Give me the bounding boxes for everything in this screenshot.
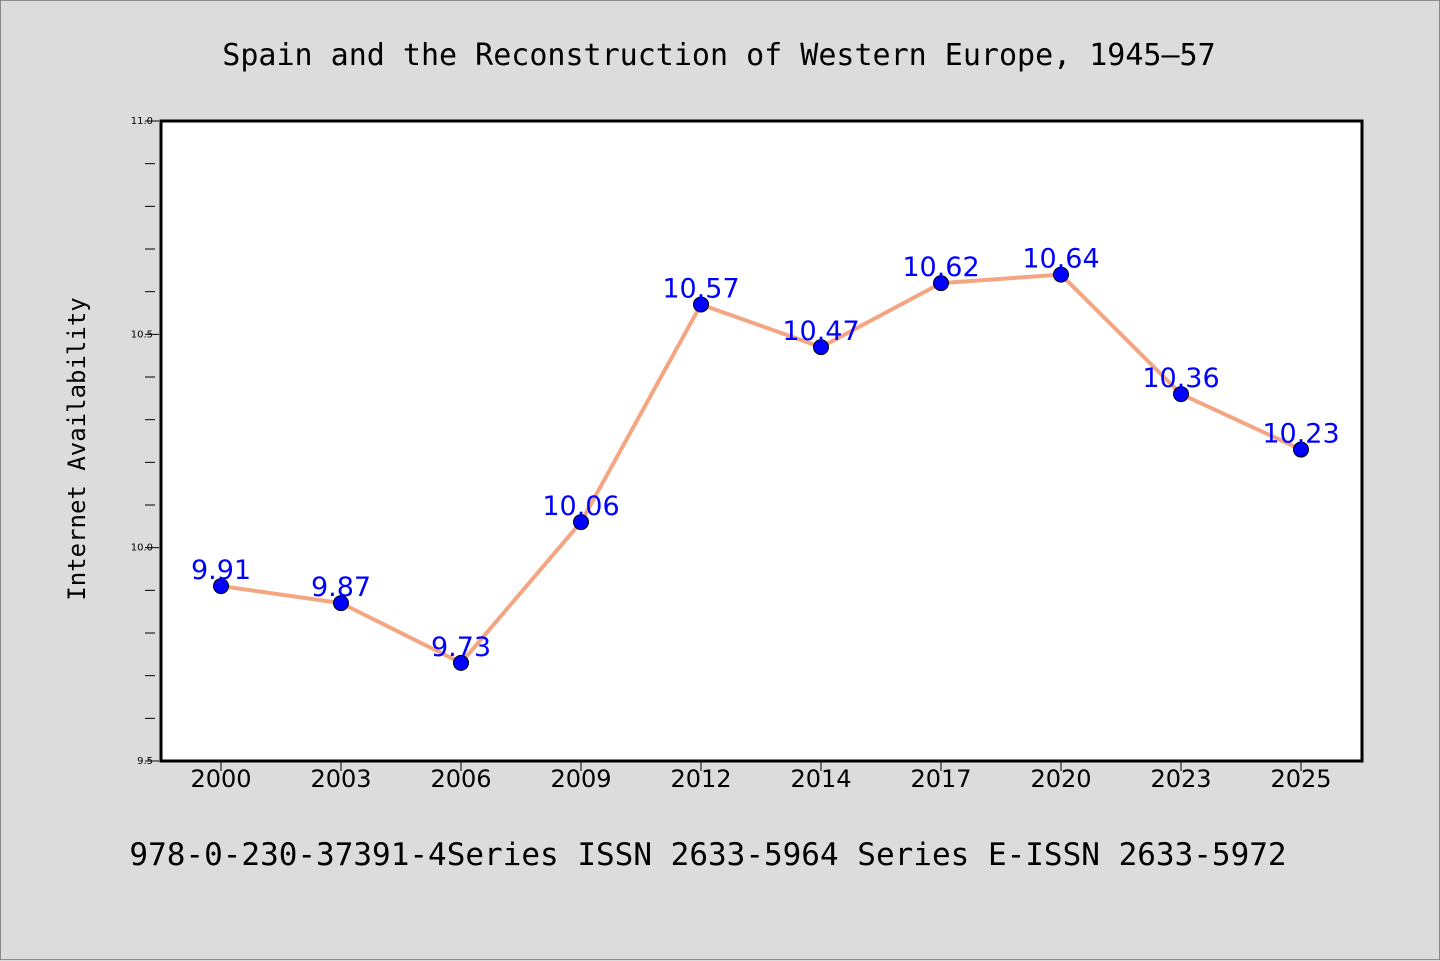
y-ticks: 9.5 10.0 10.5 11.0 [131,116,159,767]
data-point [333,595,349,612]
data-point [213,578,229,595]
x-tick-label: 2006 [430,765,491,793]
data-label: 9.87 [311,572,371,603]
data-label: 10.36 [1142,363,1219,394]
data-point [453,654,469,671]
data-label: 10.47 [782,316,859,347]
x-tick-label: 2003 [310,765,371,793]
data-point [693,296,709,313]
x-tick-label: 2023 [1150,765,1211,793]
data-point [1173,386,1189,403]
data-point [1293,441,1309,458]
series-line [220,272,1302,665]
plot-border [159,119,1364,763]
data-point [813,339,829,356]
data-label: 10.06 [542,491,619,522]
data-point [573,514,589,531]
x-tick-label: 2020 [1030,765,1091,793]
data-point [933,275,949,292]
data-label: 10.57 [662,273,739,304]
y-tick-label: 10.0 [131,543,153,554]
y-minor-ticks [145,163,155,719]
data-label: 9.91 [191,555,251,586]
chart-title: Spain and the Reconstruction of Western … [222,38,1215,73]
x-tick-label: 2017 [910,765,971,793]
x-tick-label: 2012 [670,765,731,793]
x-tick-label: 2009 [550,765,611,793]
y-tick-label: 11.0 [131,116,153,127]
data-label: 10.23 [1262,419,1339,450]
x-tick-label: 2014 [790,765,851,793]
plot-area [161,121,1362,761]
y-tick-label: 10.5 [131,329,153,340]
x-tick-label: 2025 [1270,765,1331,793]
data-label: 10.62 [902,252,979,283]
data-label: 9.73 [431,632,491,663]
x-tick-label: 2000 [190,765,251,793]
data-point [1053,266,1069,283]
y-axis-label: Internet Availability [63,297,91,600]
y-tick-label: 9.5 [137,756,153,767]
series-group: 9.91 9.87 9.73 10.06 10.57 10.47 10.62 10.64 10.… [191,244,1340,671]
x-ticks: 2000 2003 2006 2009 2012 2014 2017 2020 2023 2025 [190,761,1332,793]
data-label: 10.64 [1022,244,1099,275]
footer-isbn-text: 978-0-230-37391-4Series ISSN 2633-5964 S… [129,837,1286,873]
